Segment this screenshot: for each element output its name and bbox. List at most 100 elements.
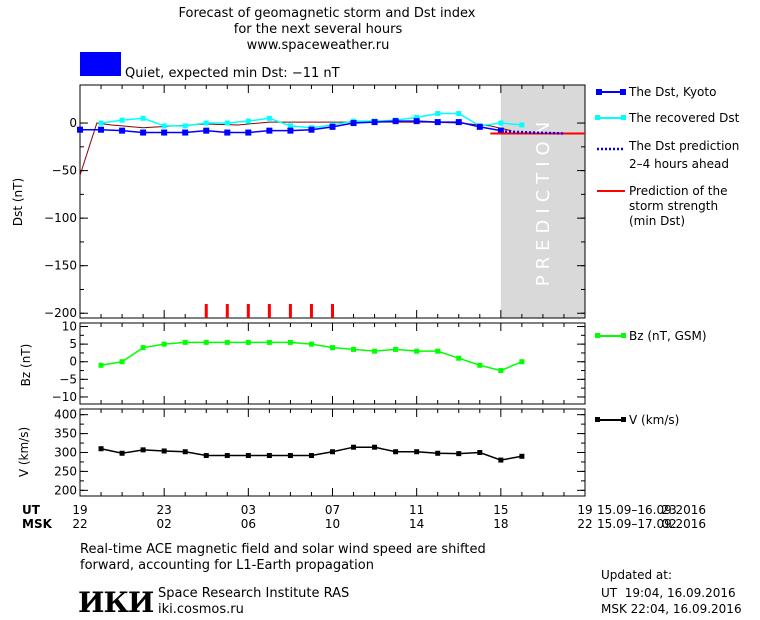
dst-kyoto-point: [476, 123, 483, 130]
v-point: [372, 444, 378, 450]
dst-kyoto-point: [77, 126, 83, 133]
dst-recovered-point: [203, 120, 209, 126]
dst-recovered-point: [182, 123, 188, 129]
bz-panel-frame: [79, 322, 586, 405]
dst-recovered-point: [161, 123, 167, 129]
msk-tick-label: 22: [577, 517, 592, 531]
bz-point: [498, 368, 504, 374]
y-tick-label: 350: [54, 427, 77, 441]
bz-point: [161, 341, 167, 347]
iki-logo: ИКИ: [78, 586, 154, 619]
v-point: [477, 450, 483, 455]
msk-axis-label: MSK: [22, 517, 53, 531]
msk-tick-label: 02: [157, 517, 172, 531]
y-tick-label: −100: [44, 211, 77, 225]
dst-recovered-point: [456, 111, 462, 117]
bz-point: [287, 339, 293, 345]
legend-storm-3: (min Dst): [629, 214, 685, 228]
dst-kyoto-point: [161, 129, 168, 136]
bz-point: [372, 348, 378, 354]
v-point: [330, 449, 335, 455]
v-point: [351, 444, 357, 450]
institute-url[interactable]: iki.cosmos.ru: [158, 602, 244, 617]
msk-tick-label: 10: [325, 517, 340, 531]
v-point: [435, 450, 441, 456]
dst-recovered-point: [224, 120, 230, 126]
dst-recovered-point: [435, 111, 441, 117]
ut-tick-label: 11: [409, 503, 424, 517]
dst-recovered-point: [119, 117, 125, 123]
v-point: [414, 449, 420, 455]
y-tick-label: 250: [54, 464, 77, 478]
dst-kyoto-point: [266, 127, 273, 134]
v-point: [519, 453, 525, 459]
ut-tick-label: 15: [493, 503, 508, 517]
note-line2: forward, accounting for L1-Earth propaga…: [80, 558, 374, 573]
dst-kyoto-point: [329, 123, 336, 130]
y-tick-label: −150: [44, 259, 77, 273]
bz-point: [414, 348, 420, 354]
msk-tick-label: 02: [662, 517, 677, 531]
legend-bz-marker: [621, 333, 626, 338]
legend-dst-prediction-1: The Dst prediction: [628, 139, 739, 153]
v-point: [287, 453, 293, 459]
dst-recovered-point: [498, 120, 504, 126]
dst-kyoto-point: [497, 127, 504, 134]
legend-dst-recovered: The recovered Dst: [628, 111, 740, 125]
dst-recovered-point: [519, 122, 525, 128]
v-point: [224, 453, 230, 459]
y-tick-label: 5: [69, 337, 77, 351]
bz-point: [308, 341, 314, 347]
dst-kyoto-point: [203, 127, 210, 134]
dst-prediction-line: [505, 130, 564, 135]
bz-y-label: Bz (nT): [19, 344, 33, 387]
dst-kyoto-point: [455, 119, 462, 126]
dst-recovered-point: [266, 115, 272, 121]
v-point: [456, 451, 462, 457]
updated-ut: UT 19:04, 16.09.2016: [601, 586, 736, 600]
dst-kyoto-point: [392, 118, 399, 125]
bz-point: [330, 345, 335, 351]
legend: The Dst, Kyoto The recovered Dst The Dst…: [595, 85, 740, 427]
y-tick-label: 400: [54, 408, 77, 422]
v-point: [393, 449, 399, 455]
ut-tick-label: 07: [325, 503, 340, 517]
dst-kyoto-point: [119, 127, 126, 134]
legend-dst-prediction-2: 2–4 hours ahead: [629, 157, 729, 171]
ut-tick-label: 19: [72, 503, 87, 517]
legend-v: V (km/s): [629, 413, 679, 427]
bz-point: [140, 345, 146, 351]
bz-point: [351, 346, 357, 352]
msk-date-range: 15.09–17.09.2016: [597, 517, 706, 531]
status-text: Quiet, expected min Dst: −11 nT: [125, 66, 340, 81]
dst-y-label: Dst (nT): [11, 178, 25, 226]
ut-tick-label: 03: [241, 503, 256, 517]
ut-tick-label: 23: [157, 503, 172, 517]
dst-recovered-point: [414, 114, 420, 120]
msk-tick-label: 14: [409, 517, 424, 531]
y-tick-label: −50: [52, 164, 77, 178]
legend-dst-kyoto-marker: [620, 89, 626, 95]
v-point: [140, 447, 146, 453]
legend-bz-marker: [595, 333, 600, 338]
dst-recovered-point: [245, 118, 251, 124]
status-color-box: [80, 52, 121, 76]
bz-point: [266, 339, 272, 345]
ut-date-range: 15.09–16.09.2016: [597, 503, 706, 517]
y-tick-label: 200: [54, 483, 77, 497]
legend-storm-2: storm strength: [629, 199, 718, 213]
v-point: [266, 453, 272, 459]
dst-kyoto-point: [98, 126, 105, 133]
dst-kyoto-point: [140, 129, 147, 136]
v-y-label: V (km/s): [17, 427, 31, 477]
bz-point: [435, 348, 441, 354]
bz-point: [393, 346, 399, 352]
bz-point: [477, 362, 483, 368]
bz-point: [119, 359, 125, 365]
dst-recovered-point: [98, 120, 104, 126]
legend-dst-recovered-marker: [595, 115, 600, 120]
legend-dst-recovered-marker: [621, 115, 626, 120]
ut-tick-label: 19: [577, 503, 592, 517]
updated-msk: MSK 22:04, 16.09.2016: [601, 602, 742, 616]
v-point: [308, 453, 314, 459]
